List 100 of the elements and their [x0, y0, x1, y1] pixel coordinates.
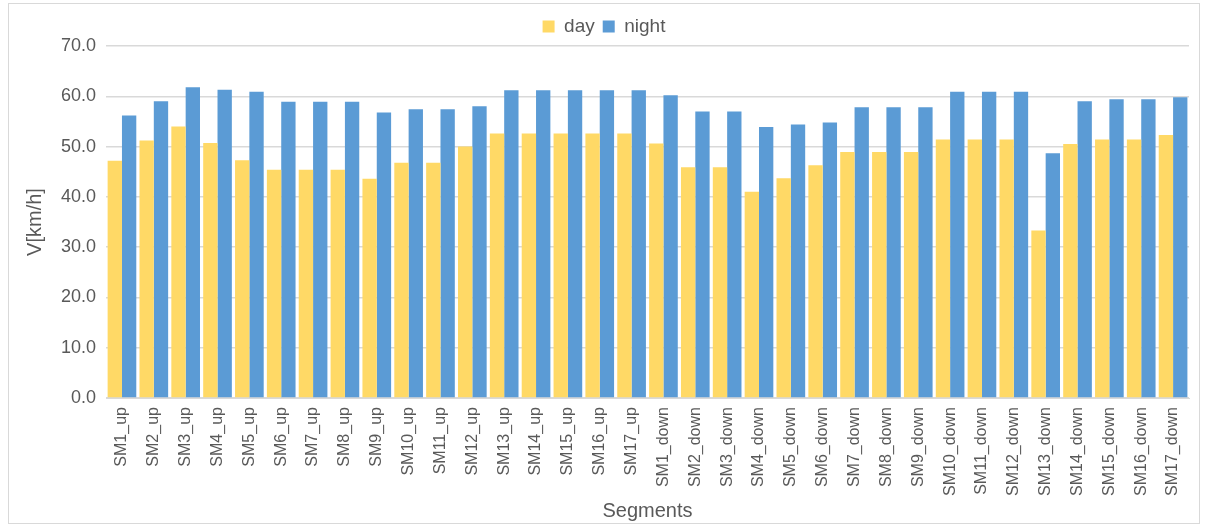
bar: [235, 160, 250, 398]
x-tick-label: SM1_down: [653, 407, 672, 488]
bar: [967, 139, 982, 398]
x-tick-label: SM17_down: [1163, 407, 1182, 497]
bar: [999, 139, 1014, 398]
bar: [458, 146, 473, 398]
bar: [536, 90, 551, 398]
y-tick-label: 60.0: [60, 85, 97, 106]
y-tick-label: 70.0: [60, 34, 97, 55]
bar: [1109, 99, 1124, 398]
y-tick-label: 50.0: [60, 135, 97, 156]
bar: [981, 91, 997, 398]
bar: [1173, 97, 1188, 398]
bar: [599, 90, 615, 398]
bar: [362, 178, 377, 398]
x-tick-label: SM8_up: [335, 406, 354, 467]
bar: [1045, 153, 1060, 398]
x-tick-label: SM15_down: [1099, 407, 1118, 497]
bar: [950, 91, 965, 398]
bar: [790, 124, 806, 398]
bar: [171, 126, 186, 398]
bar: [886, 107, 901, 398]
bar: [712, 167, 728, 398]
bar: [903, 152, 919, 398]
bar: [872, 152, 887, 398]
bar: [776, 178, 791, 398]
bar: [313, 101, 328, 398]
bar: [185, 87, 200, 398]
x-tick-label: SM12_up: [462, 406, 481, 476]
bar: [1141, 99, 1156, 398]
bar: [217, 89, 232, 398]
bar: [727, 111, 742, 398]
x-tick-label: SM13_up: [494, 406, 513, 476]
bar: [649, 143, 664, 398]
x-tick-label: SM10_up: [399, 406, 418, 476]
bar: [1013, 91, 1029, 398]
x-tick-label: SM6_up: [271, 406, 290, 467]
bar: [1095, 139, 1110, 398]
x-tick-label: SM13_down: [1036, 407, 1055, 497]
x-tick-label: SM2_up: [144, 406, 163, 467]
x-tick-label: SM2_down: [685, 407, 704, 488]
x-tick-label: SM8_down: [876, 407, 895, 488]
bar: [121, 115, 137, 398]
bar: [808, 165, 823, 398]
x-tick-label: SM9_up: [367, 406, 386, 467]
x-tick-label: SM11_up: [430, 406, 449, 475]
y-tick-label: 0.0: [71, 387, 97, 408]
bar: [394, 162, 409, 398]
x-tick-label: SM3_down: [717, 407, 736, 488]
x-tick-label: SM15_up: [558, 406, 577, 476]
bar: [553, 133, 568, 398]
y-tick-label: 30.0: [60, 236, 97, 257]
bar: [504, 90, 519, 398]
x-tick-label: SM14_down: [1067, 407, 1086, 497]
x-tick-label: SM10_down: [940, 407, 959, 497]
bar: [298, 169, 314, 398]
bar: [472, 106, 487, 398]
x-tick-label: SM5_down: [781, 407, 800, 488]
bar: [854, 107, 869, 398]
x-tick-label: SM1_up: [112, 406, 131, 467]
x-tick-label: SM12_down: [1004, 407, 1023, 497]
bar: [344, 101, 360, 398]
bar: [521, 133, 537, 398]
bar: [935, 139, 951, 398]
bar: [744, 191, 759, 398]
x-tick-label: SM17_up: [622, 406, 640, 476]
x-tick-label: SM6_down: [813, 407, 832, 488]
bar: [631, 90, 646, 398]
y-tick-label: 10.0: [60, 336, 97, 357]
bar: [918, 107, 933, 398]
bar: [840, 152, 855, 398]
bar: [153, 101, 169, 398]
x-tick-label: SM9_down: [908, 407, 927, 488]
x-tick-label: SM16_up: [590, 406, 609, 476]
bar: [440, 109, 455, 398]
bar: [1063, 144, 1078, 398]
x-tick-label: SM3_up: [176, 406, 195, 467]
bar: [1077, 101, 1092, 398]
bar: [107, 160, 122, 398]
bar: [585, 133, 600, 398]
bar: [489, 133, 505, 398]
x-tick-label: SM16_down: [1131, 407, 1150, 497]
x-tick-label: SM5_up: [239, 406, 258, 467]
x-tick-label: SM4_down: [749, 407, 768, 488]
legend-label: night: [624, 14, 667, 36]
bar: [663, 95, 678, 398]
bar: [1158, 135, 1174, 398]
bar: [617, 133, 632, 398]
x-tick-label: SM14_up: [526, 406, 545, 476]
bar: [426, 162, 441, 398]
bar: [408, 109, 423, 398]
bar: [759, 126, 774, 398]
bar: [1126, 139, 1142, 398]
x-tick-label: SM11_down: [972, 407, 991, 495]
bar: [266, 169, 282, 398]
bar: [281, 101, 296, 398]
bar: [1031, 230, 1046, 398]
y-axis-title: V[km/h]: [22, 188, 45, 256]
bar: [139, 140, 154, 398]
legend-label: day: [564, 14, 596, 36]
